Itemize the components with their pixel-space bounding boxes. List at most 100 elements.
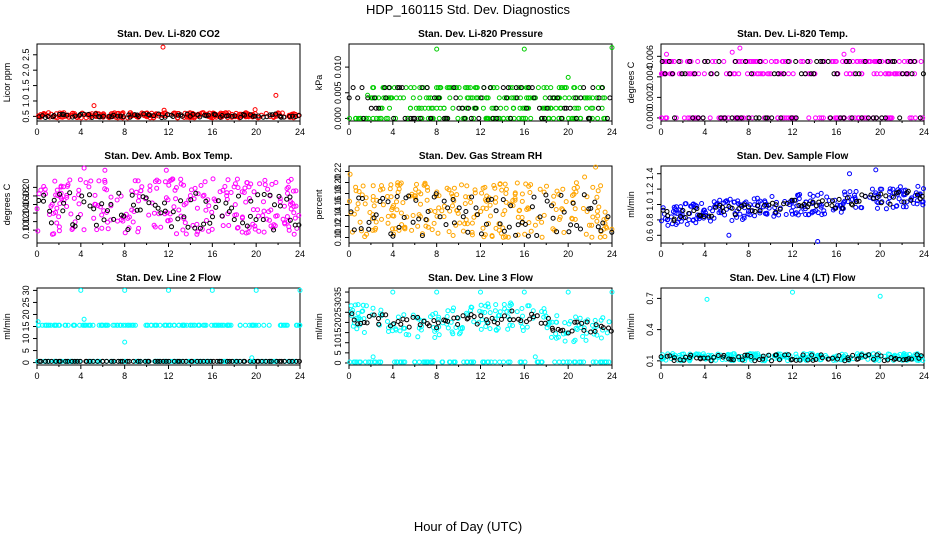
data-point: [511, 105, 517, 111]
data-point: [359, 196, 365, 201]
x-tick-label: 24: [919, 371, 929, 381]
data-point: [574, 327, 580, 332]
data-point: [445, 308, 451, 314]
data-point: [578, 95, 584, 101]
data-point: [806, 211, 812, 217]
data-point: [836, 353, 842, 359]
data-point: [832, 355, 838, 361]
data-point: [768, 59, 774, 64]
data-point: [868, 192, 874, 198]
data-point: [671, 216, 677, 222]
data-point: [271, 222, 277, 228]
data-point: [675, 220, 680, 226]
data-point: [587, 115, 593, 121]
data-point: [850, 59, 856, 64]
data-point: [379, 216, 384, 222]
data-point: [488, 213, 493, 219]
data-point: [350, 85, 356, 91]
data-point: [566, 95, 572, 101]
data-point: [201, 192, 207, 198]
data-point: [485, 320, 491, 326]
data-point: [537, 105, 542, 111]
x-tick-label: 16: [207, 127, 217, 137]
data-point: [534, 233, 540, 238]
data-point: [503, 199, 509, 205]
data-point: [874, 115, 879, 121]
y-tick-label: 10: [21, 334, 31, 344]
data-point: [583, 337, 589, 343]
data-point: [70, 322, 76, 328]
data-point: [347, 198, 352, 204]
data-point: [95, 358, 100, 364]
data-point: [751, 71, 757, 77]
data-point: [523, 115, 529, 121]
data-point: [478, 302, 484, 308]
data-point: [452, 359, 458, 365]
data-point: [742, 358, 748, 364]
data-point: [422, 105, 428, 111]
data-point: [556, 85, 562, 91]
x-tick-label: 16: [831, 249, 841, 259]
data-point: [218, 322, 224, 328]
data-point: [580, 334, 586, 339]
data-point: [434, 46, 440, 52]
data-point: [350, 323, 356, 329]
data-point: [692, 115, 698, 121]
data-point: [415, 223, 421, 229]
data-point: [793, 351, 799, 357]
data-point: [455, 115, 461, 121]
data-point: [61, 200, 67, 206]
data-point: [914, 192, 920, 198]
data-point: [162, 200, 167, 206]
data-point: [707, 205, 713, 211]
data-point: [378, 359, 384, 365]
y-tick-label: 0.18: [21, 187, 31, 205]
data-point: [672, 115, 677, 121]
data-point: [760, 356, 766, 362]
data-point: [412, 195, 418, 201]
data-point: [435, 85, 441, 91]
data-point: [849, 201, 854, 207]
data-point: [866, 352, 872, 358]
data-point: [556, 359, 562, 365]
data-point: [271, 358, 277, 364]
data-point: [111, 216, 117, 222]
data-point: [505, 85, 511, 91]
data-point: [501, 302, 507, 307]
data-point: [581, 85, 587, 91]
data-point: [151, 210, 157, 216]
data-point: [391, 321, 397, 327]
data-point: [885, 357, 891, 363]
data-point: [866, 115, 871, 121]
data-point: [479, 231, 484, 237]
data-point: [114, 197, 120, 203]
data-point: [428, 115, 434, 121]
data-point: [169, 224, 174, 230]
data-point: [518, 359, 524, 365]
data-point: [87, 192, 92, 198]
data-point: [682, 71, 688, 77]
data-point: [887, 186, 893, 192]
data-point: [365, 92, 371, 98]
data-point: [584, 330, 589, 336]
data-point: [360, 302, 366, 308]
data-point: [383, 312, 389, 318]
data-point: [801, 201, 807, 207]
y-tick-label: 1.4: [645, 167, 655, 180]
data-point: [466, 105, 471, 111]
data-point: [766, 205, 772, 211]
data-point: [840, 205, 846, 211]
data-point: [108, 358, 114, 364]
data-point: [573, 314, 579, 320]
data-point: [559, 206, 565, 212]
data-point: [664, 353, 670, 359]
data-point: [572, 85, 578, 91]
data-point: [192, 225, 198, 231]
data-point: [206, 203, 212, 209]
x-tick-label: 12: [787, 127, 797, 137]
data-point: [225, 177, 231, 183]
data-point: [189, 358, 195, 364]
data-point: [425, 224, 431, 230]
data-point: [573, 325, 579, 331]
data-point: [474, 321, 480, 327]
